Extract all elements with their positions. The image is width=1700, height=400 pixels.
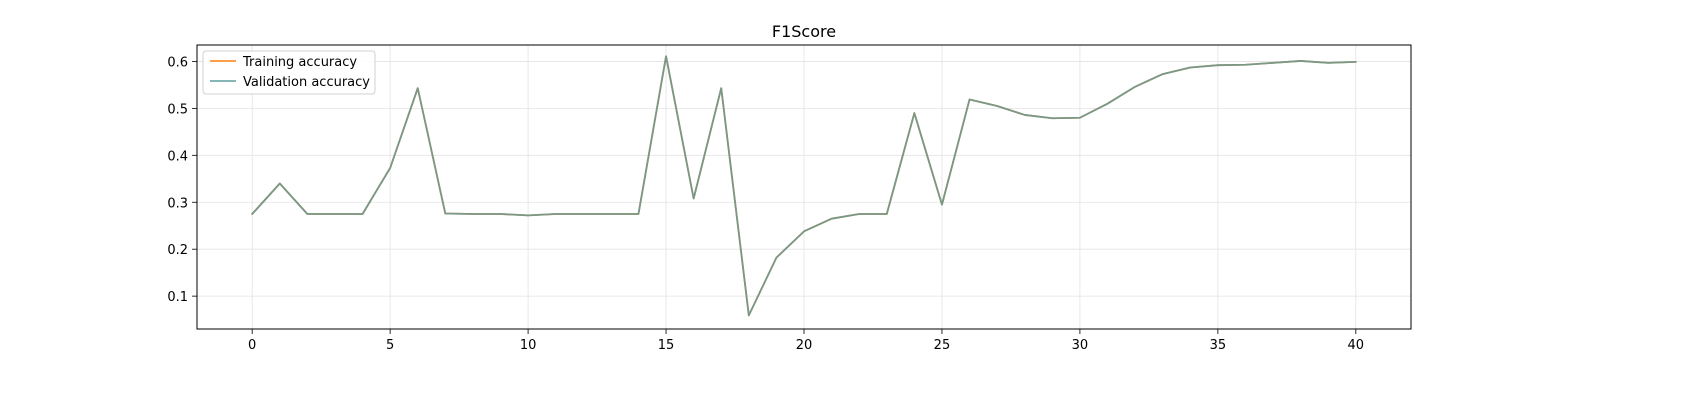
x-tick-label: 5 (386, 338, 394, 353)
y-tick-label: 0.4 (167, 149, 188, 164)
x-tick-label: 40 (1348, 338, 1365, 353)
legend-box (202, 50, 376, 95)
x-tick-label: 15 (658, 338, 675, 353)
y-tick-label: 0.6 (167, 55, 188, 70)
x-tick-label: 10 (520, 338, 537, 353)
y-tick-label: 0.1 (167, 290, 188, 305)
x-tick-label: 25 (934, 338, 951, 353)
x-tick-label: 30 (1072, 338, 1089, 353)
data-series (251, 55, 1357, 317)
legend: Training accuracy Validation accuracy (202, 50, 376, 95)
x-tick-label: 35 (1210, 338, 1227, 353)
x-tick-label: 20 (796, 338, 813, 353)
legend-label-training: Training accuracy (242, 55, 357, 70)
chart-title: F1Score (772, 22, 836, 41)
grid-lines (197, 45, 1411, 329)
series-line-validation-accuracy (251, 55, 1357, 317)
y-tick-label: 0.5 (167, 102, 188, 117)
legend-label-validation: Validation accuracy (243, 75, 370, 90)
plot-frame (196, 44, 1412, 330)
x-tick-label: 0 (248, 338, 256, 353)
axes: 0 5 10 15 20 25 30 35 40 0.1 0.2 0.3 0.4 0.5 0.6 (167, 55, 1364, 353)
y-tick-label: 0.3 (167, 196, 188, 211)
y-tick-label: 0.2 (167, 243, 188, 258)
